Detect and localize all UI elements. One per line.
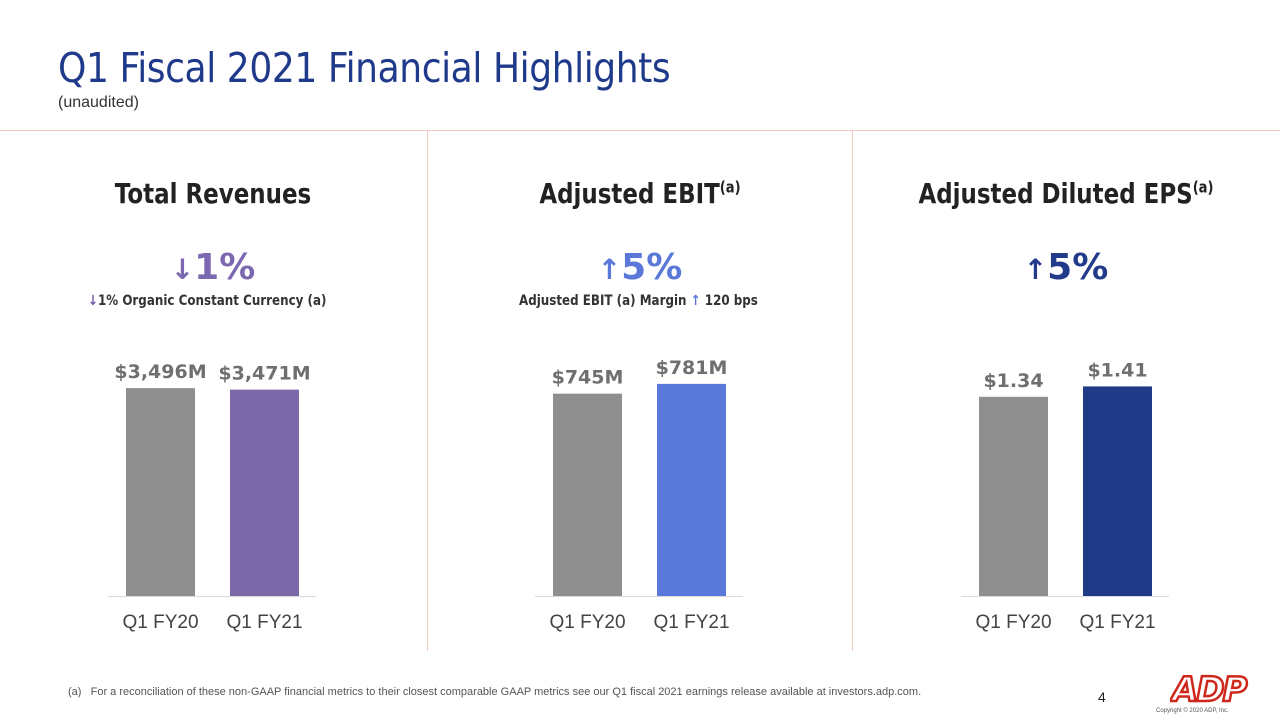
adp-logo: ADP bbox=[1170, 669, 1250, 706]
growth-note: Adjusted EBIT (a) Margin ↑ 120 bps bbox=[519, 293, 758, 309]
footnote: (a) For a reconciliation of these non-GA… bbox=[68, 686, 921, 698]
page-subtitle: (unaudited) bbox=[58, 94, 139, 111]
panel-divider-1 bbox=[427, 131, 428, 651]
data-label: $1.41 bbox=[1087, 359, 1147, 381]
panel-title-text: Adjusted EBIT bbox=[539, 177, 720, 210]
growth-note: ↓1% Organic Constant Currency (a) bbox=[88, 293, 326, 309]
logo-text: ADP bbox=[1170, 670, 1248, 706]
header-divider bbox=[0, 130, 1280, 131]
category-label: Q1 FY20 bbox=[975, 612, 1051, 633]
bar-q1-fy21 bbox=[657, 383, 726, 596]
page-title: Q1 Fiscal 2021 Financial Highlights bbox=[58, 44, 671, 92]
panel-adjusted-ebit: Adjusted EBIT(a) ↑5% Adjusted EBIT (a) M… bbox=[427, 131, 853, 651]
arrow-up-icon: ↑ bbox=[1023, 253, 1048, 286]
bar-q1-fy20 bbox=[553, 393, 622, 596]
copyright: Copyright © 2020 ADP, Inc. bbox=[1156, 708, 1229, 714]
panel-adjusted-diluted-eps: Adjusted Diluted EPS(a) ↑5% bbox=[853, 131, 1279, 651]
bar-q1-fy20 bbox=[979, 396, 1048, 596]
panel-title-text: Total Revenues bbox=[114, 177, 312, 210]
bar-q1-fy20 bbox=[126, 388, 195, 596]
data-label: $781M bbox=[656, 357, 728, 379]
category-label: Q1 FY21 bbox=[226, 612, 302, 633]
growth-indicator: ↑5% bbox=[427, 247, 853, 288]
footnote-text: For a reconciliation of these non-GAAP f… bbox=[90, 686, 922, 698]
panel-title-text: Adjusted Diluted EPS bbox=[918, 177, 1193, 210]
panel-title: Adjusted EBIT(a) bbox=[465, 177, 814, 210]
growth-indicator: ↑5% bbox=[853, 247, 1279, 288]
panel-total-revenues: Total Revenues ↓1% ↓1% Organic Constant … bbox=[0, 131, 426, 651]
arrow-down-icon: ↓ bbox=[88, 293, 98, 309]
arrow-up-icon: ↑ bbox=[597, 253, 622, 286]
arrow-down-icon: ↓ bbox=[170, 253, 195, 286]
data-label: $3,496M bbox=[114, 361, 206, 383]
footnote-marker: (a) bbox=[68, 686, 82, 698]
panel-title: Total Revenues bbox=[38, 177, 387, 210]
footnote-marker: (a) bbox=[719, 177, 741, 197]
growth-note-text: 1% Organic Constant Currency (a) bbox=[97, 293, 327, 309]
data-label: $3,471M bbox=[218, 363, 310, 385]
arrow-up-icon: ↑ bbox=[690, 293, 701, 309]
growth-note-text: Adjusted EBIT (a) Margin bbox=[519, 293, 687, 309]
category-label: Q1 FY21 bbox=[1079, 612, 1155, 633]
category-label: Q1 FY20 bbox=[122, 612, 198, 633]
data-label: $1.34 bbox=[983, 370, 1043, 392]
panel-title: Adjusted Diluted EPS(a) bbox=[891, 177, 1240, 210]
growth-indicator: ↓1% bbox=[0, 247, 426, 288]
page-number: 4 bbox=[1098, 689, 1106, 705]
footnote-marker: (a) bbox=[1192, 177, 1214, 197]
growth-value: 5% bbox=[1047, 247, 1109, 288]
growth-note-value: 120 bps bbox=[704, 293, 758, 309]
growth-value: 5% bbox=[621, 247, 683, 288]
growth-value: 1% bbox=[194, 247, 256, 288]
bar-q1-fy21 bbox=[230, 389, 299, 596]
panel-divider-2 bbox=[852, 131, 853, 651]
category-label: Q1 FY21 bbox=[653, 612, 729, 633]
bar-q1-fy21 bbox=[1083, 386, 1152, 596]
data-label: $745M bbox=[552, 367, 624, 389]
category-label: Q1 FY20 bbox=[549, 612, 625, 633]
